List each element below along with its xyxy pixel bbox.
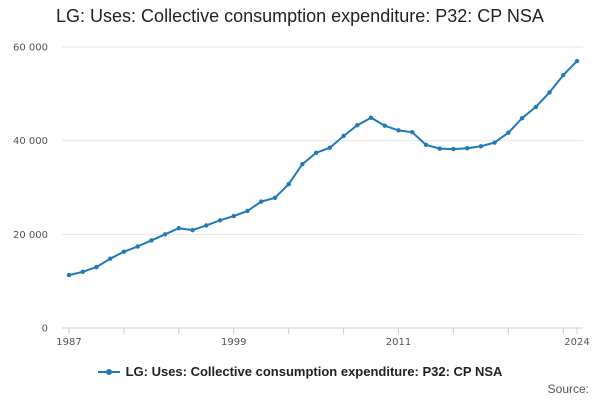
x-tick-label: 2024: [564, 337, 589, 348]
data-point[interactable]: [176, 226, 182, 231]
data-point[interactable]: [478, 144, 484, 149]
x-tick-label: 1999: [221, 337, 246, 348]
data-point[interactable]: [231, 213, 236, 219]
data-point[interactable]: [313, 150, 319, 156]
data-point[interactable]: [94, 264, 99, 270]
x-tick-label: 2011: [386, 337, 411, 348]
data-point[interactable]: [204, 223, 209, 228]
source-label: Source:: [547, 382, 589, 396]
data-point[interactable]: [410, 130, 415, 135]
data-point[interactable]: [574, 58, 580, 64]
data-point[interactable]: [506, 130, 511, 135]
data-point[interactable]: [327, 145, 333, 150]
data-point[interactable]: [162, 232, 168, 237]
data-point[interactable]: [300, 161, 305, 167]
series-line: [68, 60, 578, 277]
y-tick-label: 60 000: [13, 43, 48, 54]
data-point[interactable]: [135, 244, 140, 249]
chart-title: LG: Uses: Collective consumption expendi…: [56, 6, 544, 26]
x-axis-labels: 1987 1999 2011 2024: [56, 337, 589, 348]
data-point[interactable]: [519, 115, 525, 121]
data-point[interactable]: [149, 238, 154, 243]
y-tick-label: 40 000: [13, 136, 48, 147]
y-tick-label: 0: [42, 324, 48, 335]
data-point[interactable]: [533, 104, 539, 110]
data-point[interactable]: [245, 208, 250, 214]
data-point[interactable]: [547, 90, 552, 95]
data-point[interactable]: [396, 128, 401, 133]
data-point[interactable]: [437, 146, 442, 151]
data-point[interactable]: [80, 269, 85, 274]
data-point[interactable]: [121, 249, 127, 254]
legend[interactable]: LG: Uses: Collective consumption expendi…: [0, 364, 600, 379]
data-point[interactable]: [423, 142, 429, 148]
x-axis: [62, 327, 583, 334]
data-point[interactable]: [368, 115, 374, 120]
legend-swatch-icon: [97, 366, 120, 378]
data-point[interactable]: [66, 272, 72, 278]
data-point[interactable]: [492, 140, 497, 145]
data-point[interactable]: [259, 199, 264, 204]
y-axis-labels: 0 20 000 40 000 60 000: [13, 43, 48, 335]
data-point[interactable]: [464, 145, 470, 151]
data-point[interactable]: [217, 218, 223, 223]
y-tick-label: 20 000: [13, 230, 48, 241]
data-point[interactable]: [341, 133, 346, 139]
data-point[interactable]: [561, 72, 566, 78]
data-point[interactable]: [272, 195, 278, 201]
gridlines: [62, 46, 583, 235]
x-tick-label: 1987: [56, 337, 81, 348]
data-point[interactable]: [286, 182, 291, 187]
data-point[interactable]: [107, 256, 113, 261]
data-point[interactable]: [382, 123, 387, 128]
legend-label: LG: Uses: Collective consumption expendi…: [125, 364, 503, 379]
data-point[interactable]: [190, 227, 195, 233]
data-point[interactable]: [451, 146, 456, 152]
series-group: [66, 58, 580, 278]
data-point[interactable]: [355, 123, 360, 128]
